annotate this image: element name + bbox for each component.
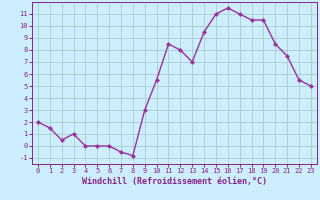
X-axis label: Windchill (Refroidissement éolien,°C): Windchill (Refroidissement éolien,°C) bbox=[82, 177, 267, 186]
